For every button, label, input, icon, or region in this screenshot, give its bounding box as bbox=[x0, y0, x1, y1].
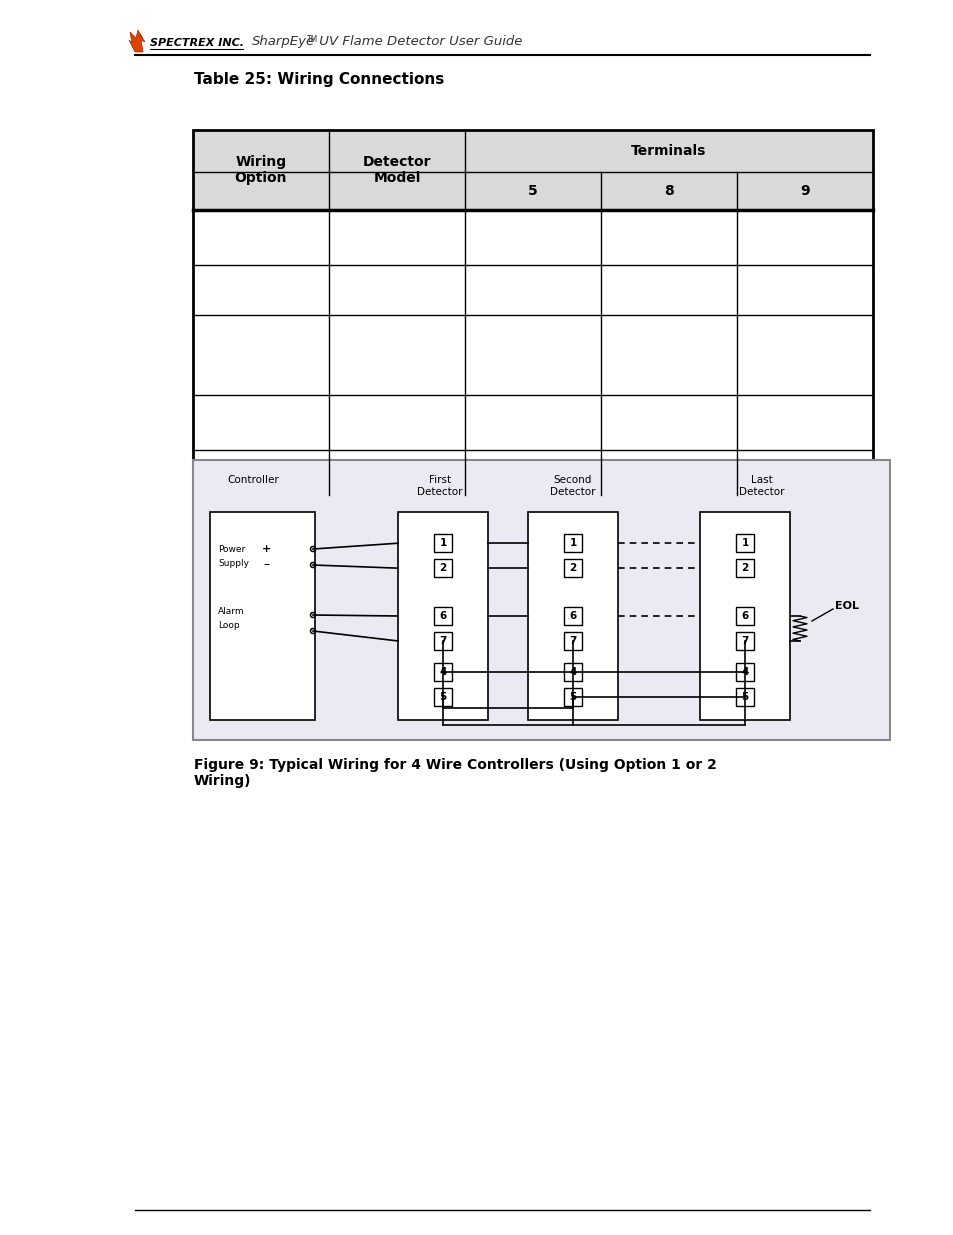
Bar bbox=[434, 606, 452, 625]
Text: 4: 4 bbox=[438, 667, 446, 677]
Bar bbox=[700, 513, 789, 720]
Text: Wiring): Wiring) bbox=[193, 774, 252, 788]
Bar bbox=[434, 632, 452, 650]
Text: 9: 9 bbox=[800, 184, 809, 198]
Text: 8: 8 bbox=[663, 184, 673, 198]
Bar bbox=[193, 210, 872, 266]
Text: +: + bbox=[262, 543, 272, 555]
Text: 6: 6 bbox=[740, 611, 748, 621]
Bar bbox=[563, 606, 581, 625]
Text: First
Detector: First Detector bbox=[416, 475, 462, 496]
Polygon shape bbox=[129, 30, 145, 52]
Bar bbox=[563, 559, 581, 577]
Text: 6: 6 bbox=[439, 611, 446, 621]
Bar bbox=[193, 130, 329, 210]
Text: 1: 1 bbox=[740, 538, 748, 548]
Bar bbox=[329, 130, 464, 210]
Text: 1: 1 bbox=[569, 538, 576, 548]
Text: Alarm: Alarm bbox=[218, 606, 244, 615]
Bar bbox=[563, 535, 581, 552]
Text: 7: 7 bbox=[740, 636, 748, 646]
Bar bbox=[434, 535, 452, 552]
Text: –: – bbox=[264, 558, 270, 572]
Bar bbox=[193, 315, 872, 395]
Bar bbox=[434, 559, 452, 577]
Bar bbox=[563, 632, 581, 650]
Bar bbox=[735, 663, 753, 682]
Text: Detector
Model: Detector Model bbox=[362, 154, 431, 185]
Text: 2: 2 bbox=[740, 563, 748, 573]
Bar bbox=[563, 688, 581, 706]
Text: 5: 5 bbox=[569, 692, 576, 703]
Bar bbox=[193, 450, 872, 495]
Text: UV Flame Detector User Guide: UV Flame Detector User Guide bbox=[314, 35, 522, 48]
Text: SharpEye: SharpEye bbox=[252, 35, 314, 48]
Bar bbox=[735, 535, 753, 552]
Text: Wiring
Option: Wiring Option bbox=[234, 154, 287, 185]
Text: 1: 1 bbox=[439, 538, 446, 548]
Text: Supply: Supply bbox=[218, 558, 249, 568]
Text: 5: 5 bbox=[740, 692, 748, 703]
Bar bbox=[527, 513, 618, 720]
Text: 7: 7 bbox=[569, 636, 576, 646]
Bar bbox=[193, 266, 872, 315]
Text: 7: 7 bbox=[438, 636, 446, 646]
Text: 5: 5 bbox=[528, 184, 537, 198]
Bar bbox=[193, 130, 872, 495]
Text: 2: 2 bbox=[439, 563, 446, 573]
Bar bbox=[735, 606, 753, 625]
Bar bbox=[464, 172, 872, 210]
Text: Loop: Loop bbox=[218, 620, 239, 630]
Bar bbox=[735, 632, 753, 650]
Text: Last
Detector: Last Detector bbox=[739, 475, 784, 496]
Text: 4: 4 bbox=[569, 667, 576, 677]
Text: Table 25: Wiring Connections: Table 25: Wiring Connections bbox=[193, 72, 444, 86]
Text: 2: 2 bbox=[569, 563, 576, 573]
Bar bbox=[464, 130, 872, 172]
Bar bbox=[563, 663, 581, 682]
Bar bbox=[193, 459, 889, 740]
Bar bbox=[397, 513, 488, 720]
Text: 4: 4 bbox=[740, 667, 748, 677]
Text: SPECTREX INC.: SPECTREX INC. bbox=[150, 38, 244, 48]
Text: 5: 5 bbox=[439, 692, 446, 703]
Text: Figure 9: Typical Wiring for 4 Wire Controllers (Using Option 1 or 2: Figure 9: Typical Wiring for 4 Wire Cont… bbox=[193, 758, 716, 772]
Text: Second
Detector: Second Detector bbox=[550, 475, 595, 496]
Text: TM: TM bbox=[307, 35, 318, 44]
Text: Power: Power bbox=[218, 545, 245, 553]
Bar bbox=[735, 559, 753, 577]
Bar bbox=[193, 395, 872, 450]
Text: EOL: EOL bbox=[834, 601, 858, 611]
Text: 6: 6 bbox=[569, 611, 576, 621]
Bar bbox=[210, 513, 314, 720]
Text: Terminals: Terminals bbox=[631, 144, 706, 158]
Bar bbox=[735, 688, 753, 706]
Bar bbox=[434, 663, 452, 682]
Text: Controller: Controller bbox=[227, 475, 278, 485]
Bar bbox=[434, 688, 452, 706]
